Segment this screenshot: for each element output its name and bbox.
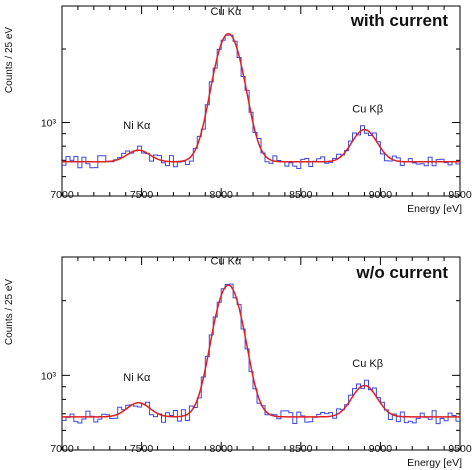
x-tick-label: 8500 (289, 443, 313, 455)
x-tick-label: 9000 (369, 189, 393, 201)
x-axis-ticks: 7000 7500 8000 8500 9000 9500 (50, 6, 472, 201)
peak-annotations: Ni Kα Cu Kα Cu Kβ (123, 255, 383, 383)
x-tick-label: 7000 (50, 443, 74, 455)
peak-label: Cu Kβ (352, 103, 383, 115)
plot-frame (61, 5, 461, 197)
x-axis-label: Energy [eV] (407, 203, 462, 215)
x-tick-label: 8000 (210, 443, 234, 455)
x-tick-label: 9500 (448, 443, 472, 455)
fit-curve (62, 284, 460, 418)
x-axis-label: Energy [eV] (407, 457, 462, 469)
fit-line (62, 32, 460, 163)
x-tick-label: 7000 (50, 189, 74, 201)
y-tick-label: 10³ (41, 370, 57, 382)
peak-label: Ni Kα (123, 120, 151, 132)
x-tick-label: 8500 (289, 189, 313, 201)
peak-label: Cu Kα (211, 255, 242, 267)
panel-with-current: 7000 7500 8000 8500 9000 9500 10³ Ni Kα Cu Kα C… (4, 5, 472, 215)
y-axis-label: Counts / 25 eV (4, 279, 15, 345)
fit-curve (62, 32, 460, 163)
y-axis-ticks: 10³ (41, 256, 460, 451)
y-axis-label: Counts / 25 eV (4, 27, 15, 93)
panel-without-current: 7000 7500 8000 8500 9000 9500 10³ Ni Kα Cu Kα C… (4, 255, 472, 469)
x-tick-label: 9500 (448, 189, 472, 201)
x-axis-ticks: 7000 7500 8000 8500 9000 9500 (50, 257, 472, 455)
peak-label: Ni Kα (123, 372, 151, 384)
x-tick-label: 8000 (210, 189, 234, 201)
peak-annotations: Ni Kα Cu Kα Cu Kβ (123, 6, 383, 132)
peak-label: Cu Kβ (352, 358, 383, 370)
panel-label: w/o current (355, 263, 448, 282)
x-tick-label: 9000 (369, 443, 393, 455)
fit-line (62, 284, 460, 418)
histogram-series (62, 34, 460, 169)
y-tick-label: 10³ (41, 117, 57, 129)
panel-label: with current (350, 11, 449, 30)
plot-frame (61, 256, 461, 451)
x-tick-label: 7500 (130, 189, 154, 201)
histogram-step-line (62, 34, 460, 169)
peak-label: Cu Kα (211, 6, 242, 18)
x-tick-label: 7500 (130, 443, 154, 455)
y-axis-ticks: 10³ (41, 5, 460, 197)
